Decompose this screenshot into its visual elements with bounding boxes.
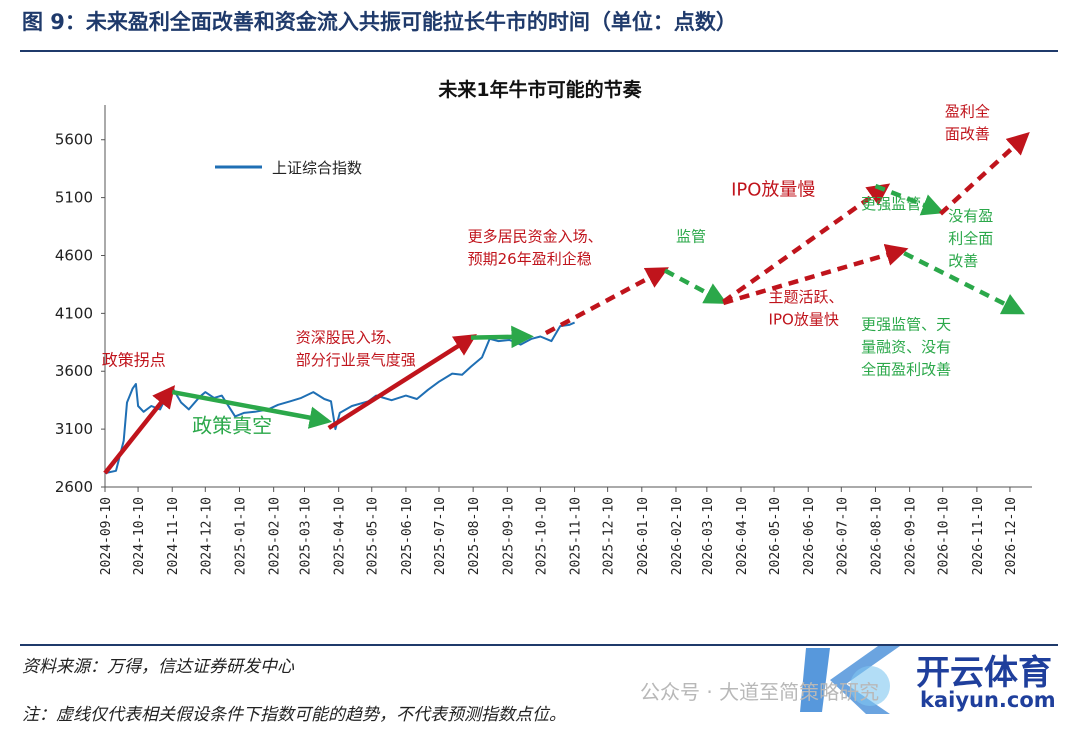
chart-annotation: 更多居民资金入场、 — [468, 228, 603, 246]
x-tick-label: 2024-09-10 — [99, 497, 114, 575]
footer-divider — [20, 644, 1058, 646]
y-tick-label: 3600 — [55, 362, 93, 380]
figure-title: 图 9：未来盈利全面改善和资金流入共振可能拉长牛市的时间（单位：点数） — [22, 10, 737, 34]
chart-annotation: 政策真空 — [192, 414, 272, 438]
x-tick-label: 2025-12-10 — [602, 497, 617, 575]
x-tick-label: 2025-02-10 — [268, 497, 283, 575]
x-tick-label: 2025-10-10 — [534, 497, 549, 575]
x-tick-label: 2026-01-10 — [636, 497, 651, 575]
x-tick-label: 2025-05-10 — [366, 497, 381, 575]
chart-annotation: 预期26年盈利企稳 — [468, 250, 592, 268]
x-tick-label: 2026-07-10 — [835, 497, 850, 575]
chart-annotation: 资深股民入场、 — [296, 328, 401, 346]
green-dashed-arrow — [874, 183, 945, 216]
green-dashed-arrow — [663, 268, 728, 304]
x-tick-label: 2026-03-10 — [701, 497, 716, 575]
chart-annotation: 全面盈利改善 — [861, 361, 951, 379]
brand-watermark: 开云体育 — [916, 653, 1052, 693]
chart-annotation: 政策拐点 — [102, 350, 166, 369]
chart-annotation: 面改善 — [945, 125, 990, 143]
y-tick-label: 2600 — [55, 478, 93, 496]
green-solid-arrow — [171, 389, 333, 429]
red-dashed-arrow — [544, 267, 669, 336]
x-tick-label: 2026-04-10 — [735, 497, 750, 575]
x-tick-label: 2024-11-10 — [166, 497, 181, 575]
chart-annotation: 更强监管 — [861, 195, 921, 213]
x-tick-label: 2025-08-10 — [467, 497, 482, 575]
x-tick-label: 2026-02-10 — [670, 497, 685, 575]
chart-annotation: 利全面 — [948, 229, 993, 247]
x-tick-label: 2026-09-10 — [904, 497, 919, 575]
kaiyun-logo-icon — [800, 646, 900, 714]
wechat-watermark: 公众号 · 大道至简策略研究 — [640, 680, 880, 704]
x-tick-label: 2024-10-10 — [132, 497, 147, 575]
chart-annotation: 部分行业景气度强 — [296, 351, 416, 369]
x-tick-label: 2026-06-10 — [802, 497, 817, 575]
red-solid-arrow — [327, 334, 477, 430]
chart-annotation: 主题活跃、 — [769, 288, 844, 306]
x-tick-label: 2026-10-10 — [937, 497, 952, 575]
chart-title: 未来1年牛市可能的节奏 — [437, 78, 642, 101]
red-dashed-arrow — [938, 132, 1030, 216]
x-tick-label: 2025-04-10 — [333, 497, 348, 575]
title-divider — [20, 50, 1058, 52]
red-dashed-arrow — [722, 243, 909, 306]
x-tick-label: 2026-11-10 — [971, 497, 986, 575]
source-note: 资料来源：万得，信达证券研发中心 — [22, 657, 294, 677]
x-tick-label: 2025-09-10 — [501, 497, 516, 575]
x-tick-label: 2026-12-10 — [1004, 497, 1019, 575]
footnote: 注：虚线仅代表相关假设条件下指数可能的趋势，不代表预测指数点位。 — [22, 705, 566, 725]
chart-annotation: 监管 — [676, 228, 706, 246]
x-tick-label: 2026-05-10 — [768, 497, 783, 575]
chart-annotation: IPO放量慢 — [731, 179, 815, 200]
chart-annotation: 改善 — [948, 252, 978, 270]
chart-annotation: 量融资、没有 — [861, 338, 951, 356]
brand-url-watermark: kaiyun.com — [920, 688, 1056, 712]
x-tick-label: 2025-03-10 — [299, 497, 314, 575]
green-solid-arrow — [470, 325, 534, 349]
x-tick-label: 2024-12-10 — [199, 497, 214, 575]
chart-annotation: 盈利全 — [945, 103, 990, 121]
y-tick-label: 5600 — [55, 131, 93, 149]
chart-annotation: 更强监管、天 — [861, 316, 951, 334]
red-solid-arrow — [103, 385, 176, 475]
x-tick-label: 2025-01-10 — [233, 497, 248, 575]
x-tick-label: 2025-11-10 — [569, 497, 584, 575]
legend-label: 上证综合指数 — [272, 159, 362, 177]
x-tick-label: 2026-08-10 — [869, 497, 884, 575]
y-tick-label: 3100 — [55, 420, 93, 438]
chart: 未来1年牛市可能的节奏 2600 3100 3600 4100 4600 5100 5600… — [55, 78, 1032, 575]
y-tick-label: 4600 — [55, 246, 93, 264]
green-dashed-arrow — [903, 251, 1025, 315]
x-tick-label: 2025-06-10 — [400, 497, 415, 575]
x-tick-label: 2025-07-10 — [433, 497, 448, 575]
chart-annotation: 没有盈 — [948, 207, 993, 225]
y-tick-label: 4100 — [55, 304, 93, 322]
y-tick-label: 5100 — [55, 189, 93, 207]
chart-annotation: IPO放量快 — [769, 310, 839, 328]
